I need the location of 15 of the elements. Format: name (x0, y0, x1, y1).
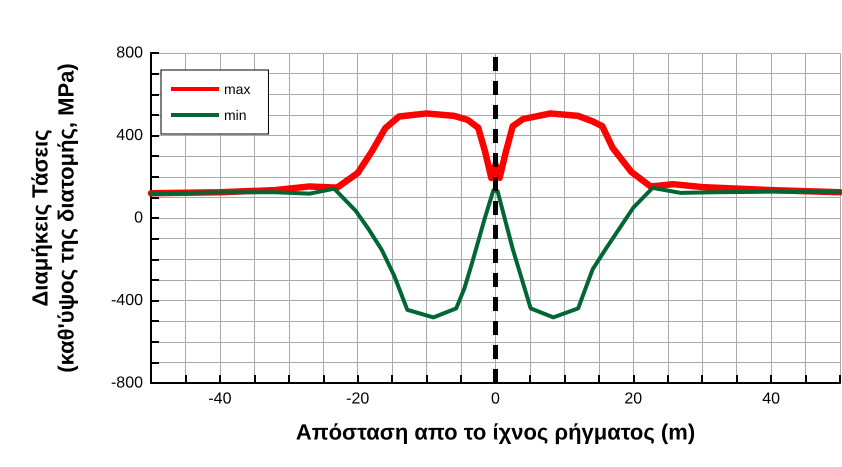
x-tick-label: 0 (491, 390, 500, 408)
line-series (149, 186, 842, 320)
x-tick-label: -40 (208, 390, 232, 408)
x-tick-label: 20 (624, 390, 642, 408)
legend-label: max (224, 81, 250, 97)
y-tick-label: 400 (116, 127, 144, 144)
legend-label: min (224, 107, 247, 123)
x-tick-label: -20 (346, 390, 370, 408)
x-axis-title: Απόσταση απο το ίχνος ρήγματος (m) (296, 420, 696, 444)
y-axis-title: Διαμήκεις Τάσεις (καθ'ύψος της διατομής, MPa) (28, 63, 78, 373)
y-tick-label: 800 (116, 44, 144, 62)
y-tick-label: -800 (110, 374, 144, 392)
y-tick-label: 0 (134, 210, 144, 226)
x-tick-label: 40 (762, 390, 780, 408)
y-tick-label: -400 (110, 292, 144, 309)
